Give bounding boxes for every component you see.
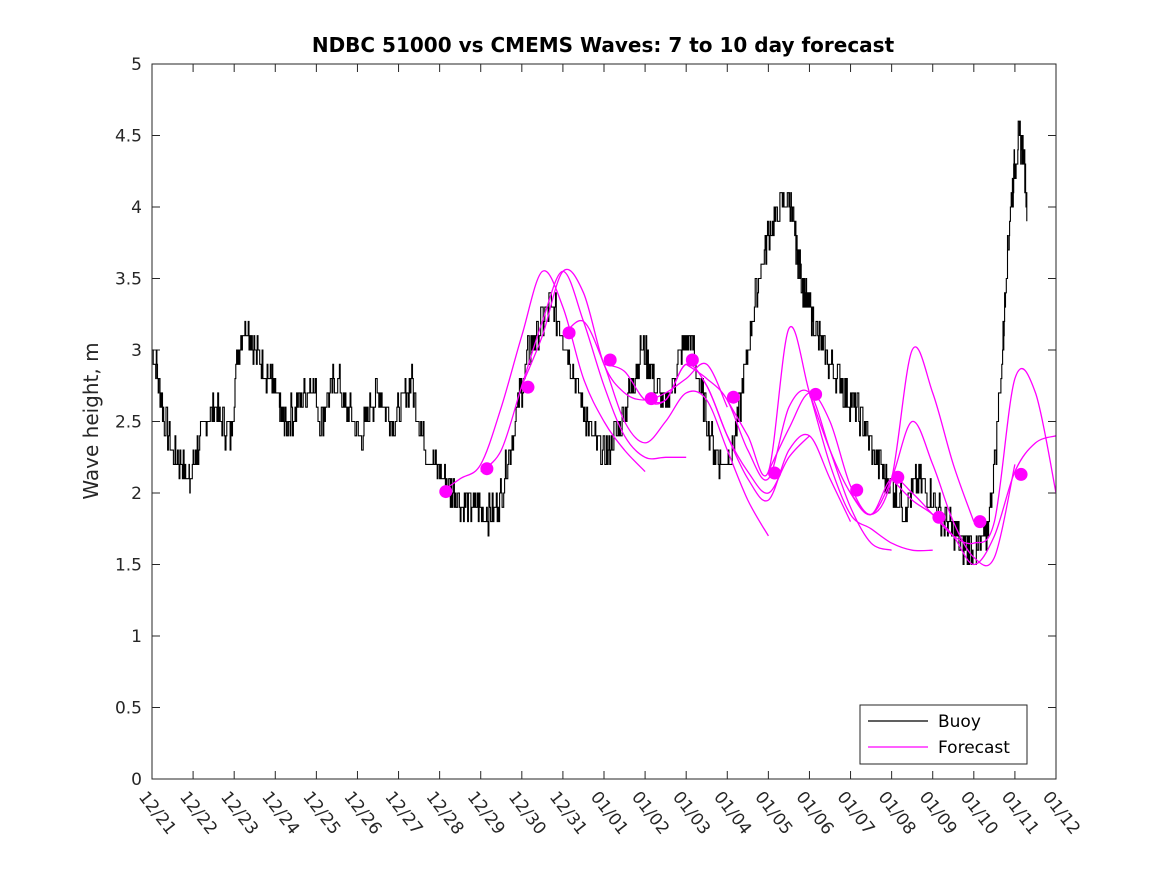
forecast-start-point — [891, 470, 905, 484]
y-tick-label: 4.5 — [115, 127, 142, 147]
x-tick-label: 01/03 — [668, 788, 714, 839]
forecast-start-point — [562, 326, 576, 340]
x-tick-label: 01/02 — [627, 788, 673, 839]
chart-title: NDBC 51000 vs CMEMS Waves: 7 to 10 day f… — [312, 33, 895, 57]
y-tick-label: 2.5 — [115, 413, 142, 433]
forecast-line — [767, 346, 975, 522]
x-tick-label: 12/24 — [257, 788, 303, 839]
x-tick-label: 12/23 — [216, 788, 262, 839]
x-tick-label: 01/09 — [915, 788, 961, 839]
legend-box — [859, 704, 1028, 765]
y-axis: 0 0.5 1 1.5 2 2.5 3 3.5 4 4.5 5 — [115, 55, 1056, 790]
forecast-start-point — [973, 515, 987, 529]
y-tick-label: 1.5 — [115, 556, 142, 576]
forecast-start-point — [603, 353, 617, 367]
x-tick-label: 12/26 — [340, 788, 386, 839]
forecast-start-points — [439, 326, 1028, 529]
y-tick-label: 3 — [131, 341, 142, 361]
x-tick-label: 01/06 — [792, 788, 838, 839]
forecast-line — [891, 435, 1056, 566]
forecast-start-point — [809, 387, 823, 401]
x-tick-label: 12/25 — [298, 788, 344, 839]
y-tick-label: 0 — [131, 770, 142, 790]
forecast-start-point — [1014, 467, 1028, 481]
series-layer — [152, 120, 1056, 567]
x-tick-label: 12/30 — [504, 788, 550, 839]
forecast-start-point — [480, 462, 494, 476]
forecast-start-point — [439, 485, 453, 499]
forecast-line — [562, 319, 769, 537]
y-tick-label: 3.5 — [115, 270, 142, 290]
y-tick-label: 4 — [131, 198, 142, 218]
x-tick-label: 12/31 — [545, 788, 591, 839]
forecast-start-point — [726, 390, 740, 404]
x-tick-label: 12/29 — [463, 788, 509, 839]
forecast-start-point — [768, 466, 782, 480]
forecast-line — [808, 392, 1016, 567]
forecast-start-point — [685, 353, 699, 367]
legend: Buoy Forecast — [859, 704, 1028, 765]
x-tick-label: 01/01 — [586, 788, 632, 839]
x-tick-label: 12/21 — [134, 788, 180, 839]
x-tick-label: 01/11 — [997, 788, 1043, 839]
x-tick-label: 01/12 — [1038, 788, 1084, 839]
x-tick-label: 12/28 — [422, 788, 468, 839]
forecast-line — [439, 270, 646, 494]
y-tick-label: 1 — [131, 627, 142, 647]
y-axis-label: Wave height, m — [79, 342, 103, 499]
x-tick-label: 01/04 — [709, 788, 755, 839]
forecast-line — [726, 325, 933, 552]
x-tick-label: 12/27 — [381, 788, 427, 839]
x-tick-label: 01/08 — [874, 788, 920, 839]
forecast-start-point — [521, 380, 535, 394]
forecast-line — [521, 268, 728, 408]
y-tick-label: 0.5 — [115, 699, 142, 719]
y-tick-label: 2 — [131, 484, 142, 504]
x-tick-label: 01/05 — [750, 788, 796, 839]
forecast-start-point — [850, 483, 864, 497]
x-tick-label: 12/22 — [175, 788, 221, 839]
x-tick-label: 01/10 — [956, 788, 1002, 839]
forecast-line — [685, 363, 892, 551]
y-tick-label: 5 — [131, 55, 142, 75]
forecast-line — [850, 368, 1056, 545]
buoy-line — [152, 120, 1028, 566]
forecast-line — [645, 363, 852, 522]
forecast-start-point — [932, 510, 946, 524]
x-tick-label: 01/07 — [833, 788, 879, 839]
plot-frame — [151, 63, 1057, 780]
legend-forecast-label: Forecast — [938, 738, 1010, 758]
legend-buoy-label: Buoy — [938, 712, 981, 732]
forecast-start-point — [644, 392, 658, 406]
